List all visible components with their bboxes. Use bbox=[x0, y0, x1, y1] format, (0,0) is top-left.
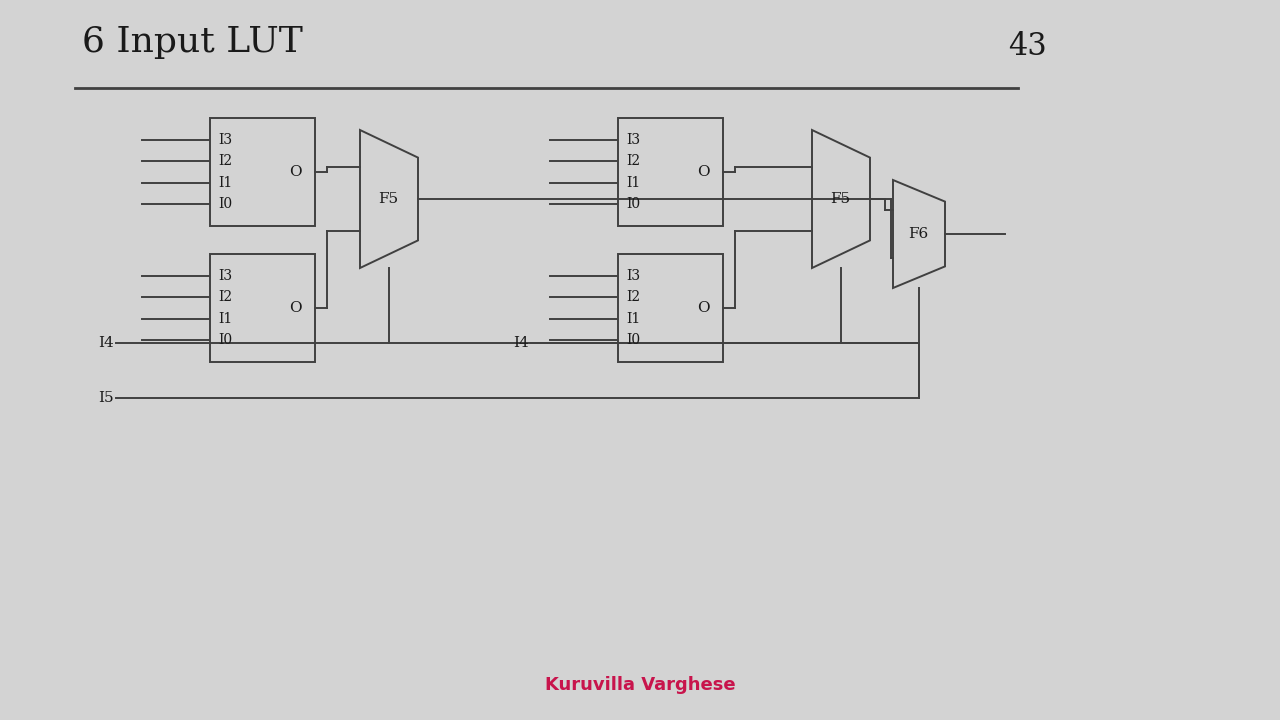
Text: I2: I2 bbox=[218, 154, 232, 168]
Text: I2: I2 bbox=[218, 290, 232, 304]
Text: 6 Input LUT: 6 Input LUT bbox=[82, 25, 303, 59]
Text: I0: I0 bbox=[626, 333, 640, 348]
Text: F5: F5 bbox=[829, 192, 850, 206]
Text: F5: F5 bbox=[378, 192, 398, 206]
Bar bbox=[210, 118, 315, 226]
Text: I1: I1 bbox=[626, 176, 640, 190]
Text: I5: I5 bbox=[99, 391, 114, 405]
Text: I0: I0 bbox=[626, 197, 640, 212]
Text: I4: I4 bbox=[99, 336, 114, 350]
Text: 43: 43 bbox=[1007, 31, 1047, 62]
Bar bbox=[618, 118, 723, 226]
Text: Kuruvilla Varghese: Kuruvilla Varghese bbox=[545, 676, 735, 694]
Text: I2: I2 bbox=[626, 154, 640, 168]
Text: I0: I0 bbox=[218, 197, 232, 212]
Text: I2: I2 bbox=[626, 290, 640, 304]
Text: I3: I3 bbox=[218, 269, 232, 283]
Text: O: O bbox=[289, 165, 301, 179]
Text: I3: I3 bbox=[626, 269, 640, 283]
Bar bbox=[210, 254, 315, 362]
Text: O: O bbox=[289, 301, 301, 315]
Text: I0: I0 bbox=[218, 333, 232, 348]
Text: I1: I1 bbox=[626, 312, 640, 326]
Text: I1: I1 bbox=[218, 176, 232, 190]
Text: O: O bbox=[696, 301, 709, 315]
Text: I1: I1 bbox=[218, 312, 232, 326]
Text: I4: I4 bbox=[513, 336, 529, 350]
Text: I3: I3 bbox=[218, 132, 232, 147]
Text: I3: I3 bbox=[626, 132, 640, 147]
Polygon shape bbox=[893, 180, 945, 288]
Bar bbox=[618, 254, 723, 362]
Polygon shape bbox=[812, 130, 870, 268]
Text: F6: F6 bbox=[908, 227, 928, 241]
Polygon shape bbox=[360, 130, 419, 268]
Text: O: O bbox=[696, 165, 709, 179]
